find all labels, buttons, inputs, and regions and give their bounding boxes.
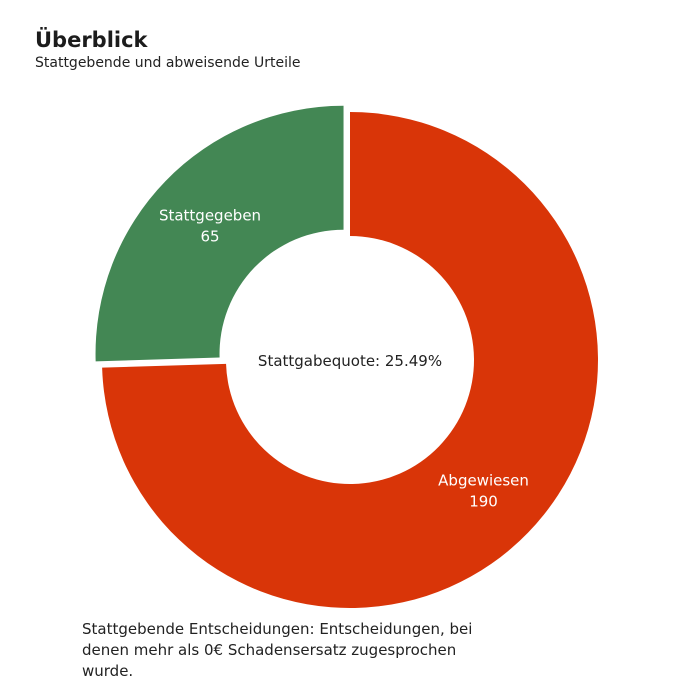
slice-value-abgewiesen: 190 [469,492,498,510]
chart-title: Überblick [35,28,148,52]
donut-slice-stattgegeben [95,105,344,362]
footnote: Stattgebende Entscheidungen: Entscheidun… [82,620,473,680]
slice-value-stattgegeben: 65 [200,227,219,245]
chart-subtitle: Stattgebende und abweisende Urteile [35,55,301,71]
center-label: Stattgabequote: 25.49% [258,352,442,370]
donut-slice-abgewiesen [102,112,599,608]
slice-label-stattgegeben: Stattgegeben [159,206,261,224]
slice-label-abgewiesen: Abgewiesen [438,471,529,489]
